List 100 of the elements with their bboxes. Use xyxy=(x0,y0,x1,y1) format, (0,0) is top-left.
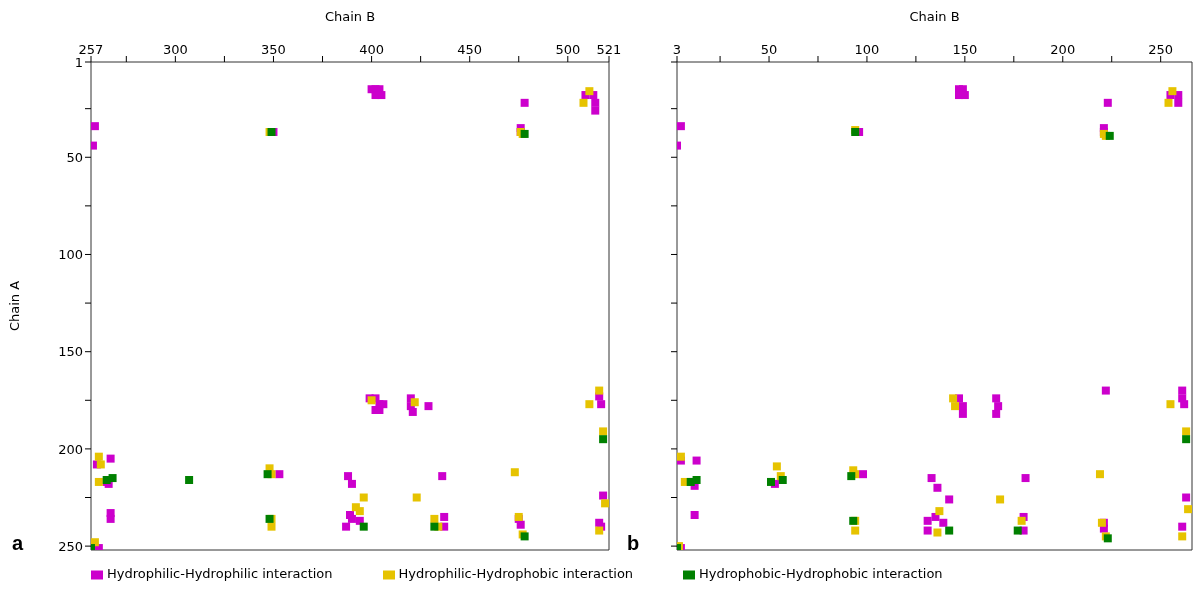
point xyxy=(347,514,356,523)
point xyxy=(927,474,936,483)
point xyxy=(585,87,594,96)
point xyxy=(1182,435,1191,444)
x-tick-label: 500 xyxy=(555,42,581,57)
point xyxy=(851,526,860,535)
point xyxy=(778,476,787,485)
point xyxy=(342,522,351,531)
point xyxy=(599,427,608,436)
point xyxy=(1105,131,1114,140)
point xyxy=(994,402,1003,411)
point xyxy=(772,462,781,471)
point xyxy=(923,526,932,535)
point xyxy=(516,520,525,529)
point xyxy=(1166,400,1175,409)
point xyxy=(1103,98,1112,107)
point xyxy=(106,514,115,523)
point xyxy=(430,522,439,531)
point xyxy=(1017,516,1026,525)
point xyxy=(933,528,942,537)
point xyxy=(958,402,967,411)
point xyxy=(344,472,353,481)
point xyxy=(677,452,685,461)
point xyxy=(677,122,685,131)
point xyxy=(591,106,600,115)
point xyxy=(579,98,588,107)
y-tick-label: 250 xyxy=(58,538,83,554)
point xyxy=(440,512,449,521)
y-tick-label: 100 xyxy=(58,247,83,263)
point xyxy=(412,493,421,502)
point xyxy=(690,511,699,519)
text: b xyxy=(627,532,640,555)
point xyxy=(1178,532,1187,541)
point xyxy=(847,472,856,481)
point xyxy=(1013,526,1022,535)
text: a xyxy=(12,532,24,555)
point xyxy=(992,394,1001,403)
point xyxy=(263,470,272,479)
point xyxy=(185,476,194,485)
x-tick-label: 100 xyxy=(854,42,880,57)
point xyxy=(958,409,967,418)
x-tick-label: 400 xyxy=(359,42,384,57)
point xyxy=(1101,386,1110,395)
point xyxy=(94,477,103,486)
point xyxy=(1164,98,1173,107)
point xyxy=(359,522,368,531)
legend-label: Hydrophilic-Hydrophobic interaction xyxy=(398,566,634,581)
legend-label: Hydrophilic-Hydrophilic interaction xyxy=(107,566,333,581)
x-axis-title: Chain B xyxy=(909,9,960,25)
point xyxy=(1182,427,1191,436)
x-tick-label: 350 xyxy=(261,42,286,57)
point xyxy=(424,402,433,411)
point xyxy=(766,477,775,486)
y-tick-label: 200 xyxy=(58,441,83,457)
point xyxy=(945,495,954,504)
point xyxy=(595,526,604,535)
point xyxy=(585,400,594,409)
point xyxy=(935,507,944,516)
point xyxy=(597,400,606,409)
y-tick-label: 150 xyxy=(58,344,83,360)
point xyxy=(960,91,969,100)
point xyxy=(1095,470,1104,479)
point xyxy=(267,522,276,531)
point xyxy=(923,516,932,525)
point xyxy=(438,472,447,481)
point xyxy=(510,468,519,477)
y-axis-title: Chain A xyxy=(6,280,22,332)
x-tick-label: 521 xyxy=(596,42,622,57)
point xyxy=(1180,400,1189,409)
point xyxy=(996,495,1005,504)
point xyxy=(520,98,529,107)
x-tick-label: 450 xyxy=(457,42,483,57)
point xyxy=(1021,474,1030,483)
x-tick-label: 50 xyxy=(760,42,778,57)
point xyxy=(601,499,609,508)
point xyxy=(106,454,115,463)
x-tick-label: 3 xyxy=(672,42,682,57)
point xyxy=(692,456,701,465)
point xyxy=(949,394,958,403)
x-axis-title: Chain B xyxy=(324,9,376,25)
point xyxy=(96,460,105,469)
point xyxy=(591,98,600,107)
x-tick-label: 300 xyxy=(162,42,188,57)
x-tick-label: 200 xyxy=(1050,42,1076,57)
point xyxy=(410,398,419,407)
point xyxy=(939,518,948,527)
point xyxy=(933,483,942,492)
x-tick-label: 250 xyxy=(1148,42,1174,57)
point xyxy=(94,452,103,461)
point xyxy=(599,435,608,444)
point xyxy=(359,493,368,502)
x-tick-label: 257 xyxy=(78,42,104,57)
point xyxy=(1168,87,1177,96)
y-tick-label: 50 xyxy=(66,149,83,165)
point xyxy=(91,122,99,131)
x-tick-label: 150 xyxy=(952,42,978,57)
point xyxy=(430,514,439,523)
point xyxy=(992,409,1001,418)
legend-label: Hydrophobic-Hydrophobic interaction xyxy=(699,566,943,581)
point xyxy=(1178,522,1187,531)
